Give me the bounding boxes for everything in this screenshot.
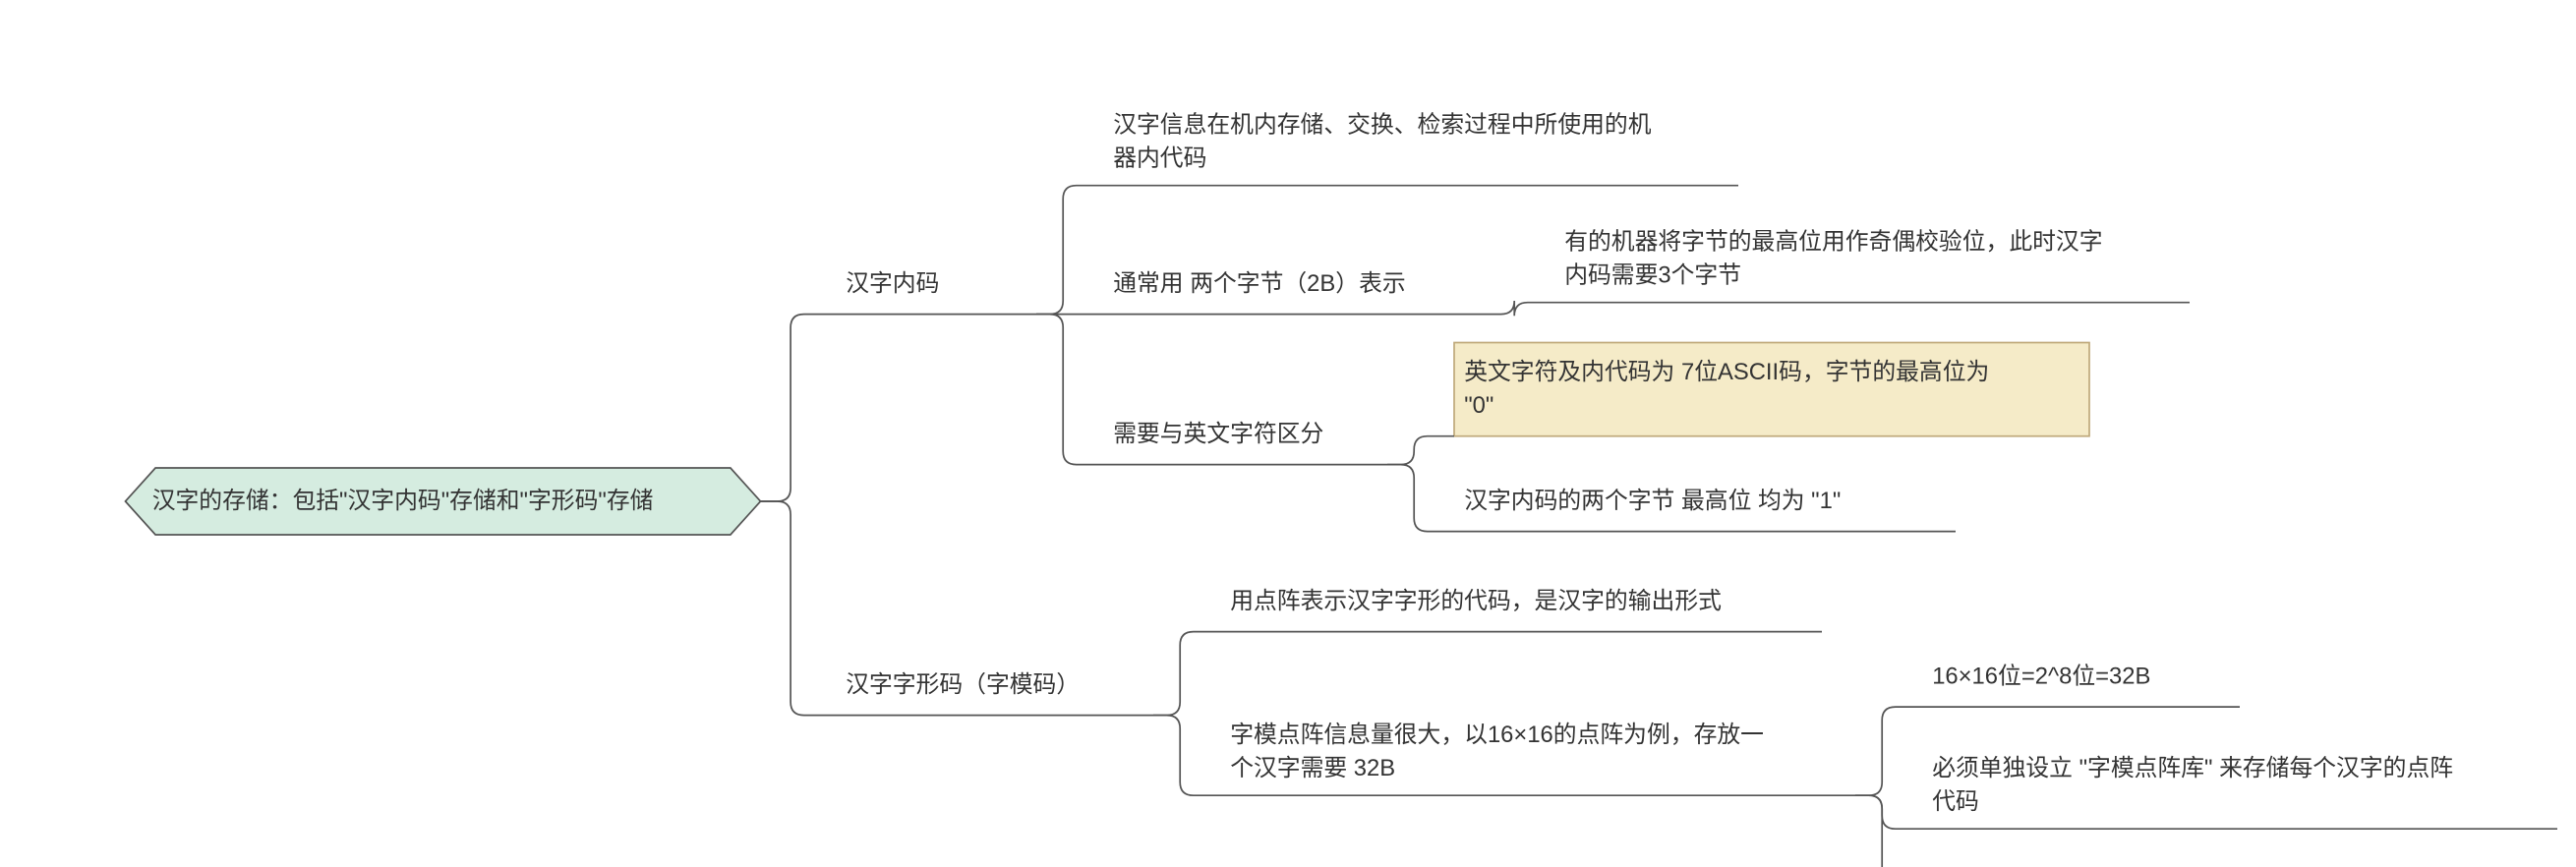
node-text: 有的机器将字节的最高位用作奇偶校验位，此时汉字 bbox=[1564, 228, 2102, 255]
connector bbox=[761, 315, 837, 501]
connector bbox=[761, 501, 837, 716]
node-text: 汉字字形码（字模码） bbox=[846, 671, 1080, 698]
node-text: 个汉字需要 32B bbox=[1230, 755, 1395, 781]
node-text: 英文字符及内代码为 7位ASCII码，字节的最高位为 bbox=[1464, 359, 1989, 385]
node-text: 字模点阵信息量很大，以16×16的点阵为例，存放一 bbox=[1230, 722, 1764, 748]
node-text: 必须单独设立 "字模点阵库" 来存储每个汉字的点阵 bbox=[1932, 755, 2453, 781]
node-text: 用点阵表示汉字字形的代码，是汉字的输出形式 bbox=[1230, 588, 1722, 614]
connector bbox=[1036, 186, 1103, 315]
node-text: 内码需要3个字节 bbox=[1564, 261, 1741, 288]
connector bbox=[1153, 716, 1220, 796]
node-text: 汉字信息在机内存储、交换、检索过程中所使用的机 bbox=[1113, 111, 1652, 138]
connector bbox=[1387, 436, 1454, 465]
connector bbox=[1387, 465, 1454, 532]
connector bbox=[1488, 301, 1554, 316]
node-text: 需要与英文字符区分 bbox=[1113, 421, 1323, 447]
node-text: "0" bbox=[1464, 392, 1493, 419]
connector bbox=[1855, 707, 1922, 795]
connector bbox=[1855, 795, 1922, 829]
node-text: 汉字内码 bbox=[846, 270, 939, 297]
node-text: 16×16位=2^8位=32B bbox=[1932, 663, 2150, 689]
connector bbox=[1153, 632, 1220, 716]
mindmap-canvas: 汉字的存储：包括"汉字内码"存储和"字形码"存储 汉字内码 汉字信息在机内存储、交换… bbox=[0, 0, 2576, 867]
connector bbox=[1855, 795, 1922, 867]
node-text: 汉字内码的两个字节 最高位 均为 "1" bbox=[1464, 488, 1841, 514]
highlighted-node bbox=[1454, 343, 2089, 436]
node-text: 器内代码 bbox=[1113, 144, 1206, 171]
connector bbox=[1036, 315, 1103, 465]
node-text: 通常用 两个字节（2B）表示 bbox=[1113, 270, 1405, 297]
node-text: 汉字的存储：包括"汉字内码"存储和"字形码"存储 bbox=[152, 488, 654, 514]
node-text: 代码 bbox=[1932, 788, 1979, 815]
